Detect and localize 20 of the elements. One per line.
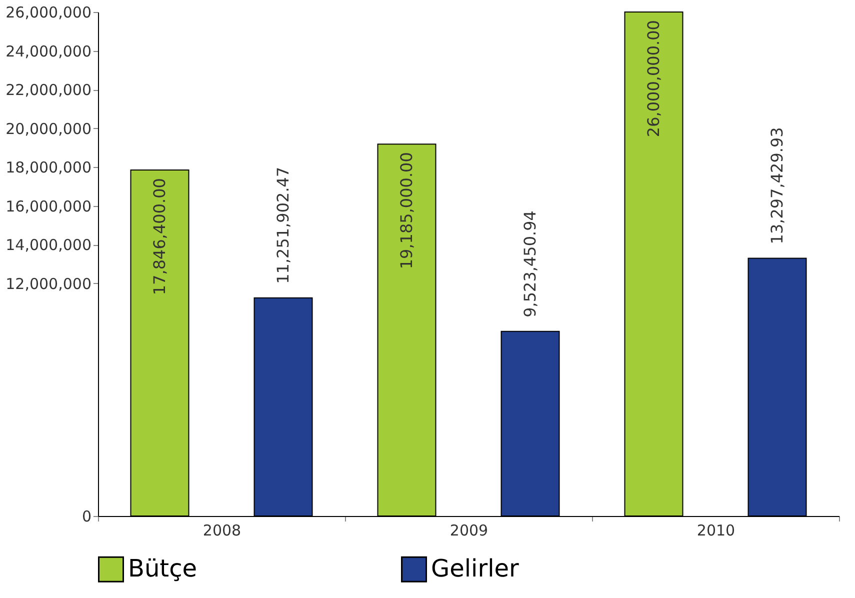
legend-label: Bütçe bbox=[128, 554, 198, 582]
data-label: 13,297,429.93 bbox=[767, 127, 786, 244]
data-label: 17,846,400.00 bbox=[150, 178, 169, 296]
data-label: 11,251,902.47 bbox=[273, 166, 292, 284]
data-label: 9,523,450.94 bbox=[520, 210, 540, 318]
y-tick-label: 12,000,000 bbox=[6, 274, 92, 293]
y-tick-label: 14,000,000 bbox=[6, 236, 92, 254]
y-tick-label: 16,000,000 bbox=[6, 197, 92, 216]
legend-label: Gelirler bbox=[431, 554, 519, 582]
data-label: 26,000,000.00 bbox=[644, 20, 663, 138]
y-tick-label: 24,000,000 bbox=[6, 42, 92, 60]
y-tick-label: 18,000,000 bbox=[6, 158, 92, 177]
y-tick-label: 0 bbox=[82, 508, 92, 526]
x-tick-label: 2010 bbox=[696, 522, 736, 540]
x-tick-label: 2008 bbox=[202, 522, 242, 540]
y-tick-label: 20,000,000 bbox=[6, 120, 92, 138]
y-tick-label: 22,000,000 bbox=[6, 81, 92, 100]
data-label: 19,185,000.00 bbox=[396, 152, 416, 270]
y-tick-label: 26,000,000 bbox=[6, 4, 92, 22]
x-tick-label: 2009 bbox=[450, 522, 488, 540]
